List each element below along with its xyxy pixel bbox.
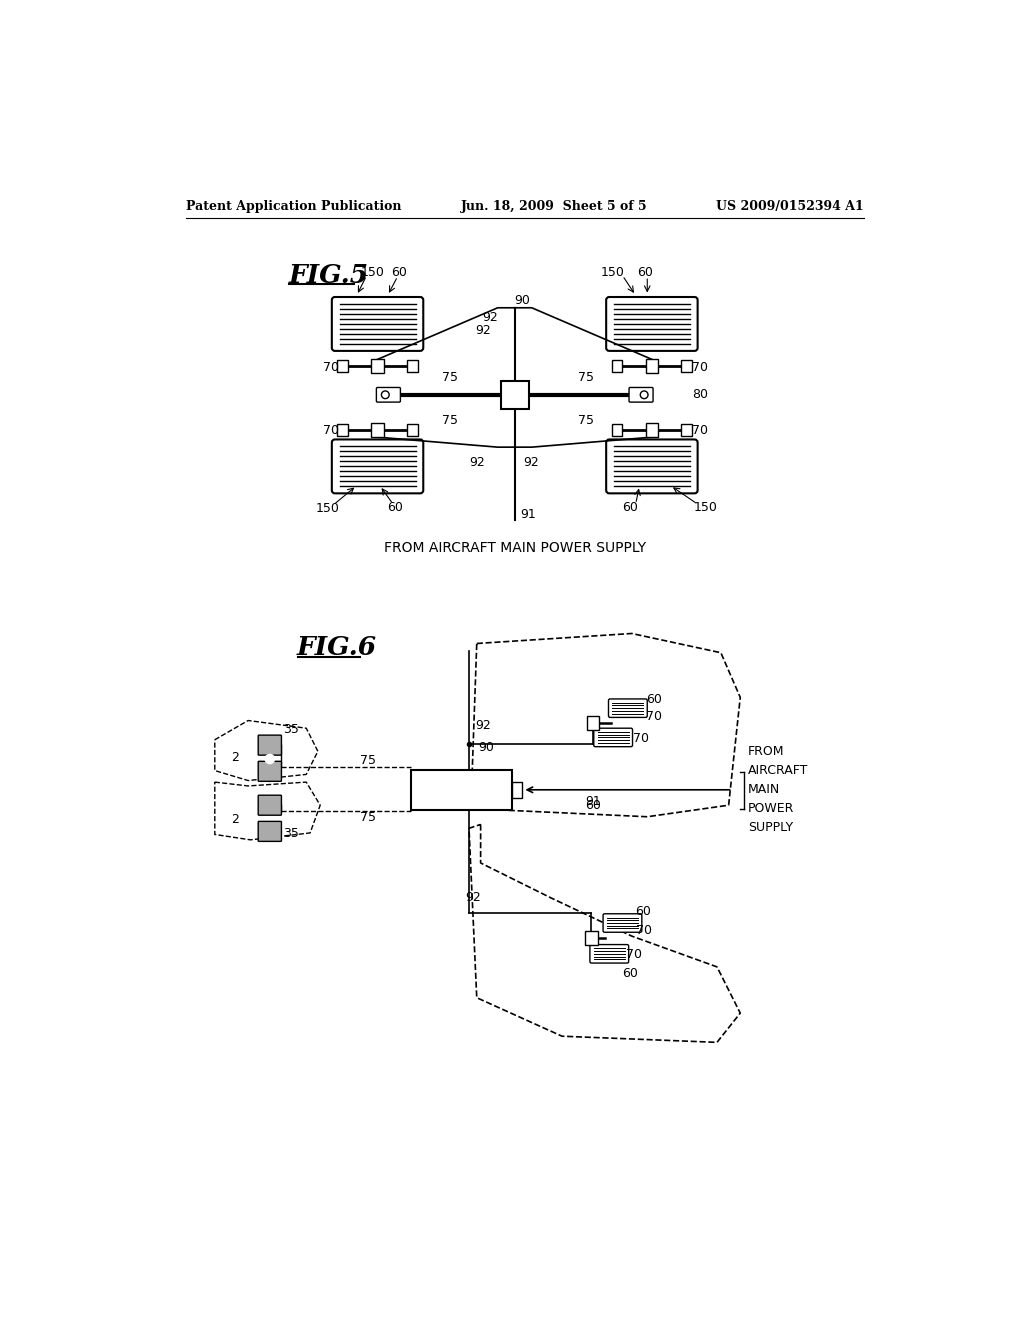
Text: 92: 92: [475, 719, 490, 733]
Bar: [372, 424, 384, 437]
Text: 150: 150: [600, 265, 625, 279]
FancyBboxPatch shape: [590, 945, 629, 964]
Bar: [587, 715, 599, 730]
Text: 60: 60: [586, 799, 601, 812]
Text: FIG.6: FIG.6: [297, 635, 377, 660]
Text: FROM
AIRCRAFT
MAIN
POWER
SUPPLY: FROM AIRCRAFT MAIN POWER SUPPLY: [748, 746, 808, 834]
Text: 90: 90: [478, 741, 495, 754]
Bar: [611, 360, 623, 372]
Circle shape: [265, 755, 274, 763]
Text: Patent Application Publication: Patent Application Publication: [186, 199, 401, 213]
Text: 60: 60: [623, 502, 638, 515]
Text: 70: 70: [626, 948, 642, 961]
Text: 2: 2: [231, 813, 239, 825]
Text: 60: 60: [646, 693, 662, 706]
Text: 70: 70: [323, 424, 339, 437]
Text: 70: 70: [646, 710, 662, 723]
Text: 70: 70: [692, 424, 709, 437]
FancyBboxPatch shape: [332, 297, 423, 351]
Text: 80: 80: [692, 388, 709, 401]
Text: 75: 75: [360, 810, 376, 824]
FancyBboxPatch shape: [606, 440, 697, 494]
Text: FROM AIRCRAFT MAIN POWER SUPPLY: FROM AIRCRAFT MAIN POWER SUPPLY: [384, 541, 646, 554]
Text: 150: 150: [693, 502, 718, 515]
Text: 70: 70: [323, 360, 339, 374]
Text: 60: 60: [387, 502, 403, 515]
Text: 150: 150: [316, 502, 340, 515]
FancyBboxPatch shape: [258, 735, 282, 755]
Bar: [611, 424, 623, 437]
FancyBboxPatch shape: [332, 440, 423, 494]
Bar: [411, 770, 512, 810]
FancyBboxPatch shape: [377, 388, 400, 403]
FancyBboxPatch shape: [608, 700, 647, 718]
Text: US 2009/0152394 A1: US 2009/0152394 A1: [717, 199, 864, 213]
Text: 60: 60: [637, 265, 653, 279]
Bar: [337, 424, 348, 437]
Text: 60: 60: [636, 906, 651, 917]
Bar: [586, 932, 598, 945]
FancyBboxPatch shape: [594, 729, 633, 747]
Text: 91: 91: [586, 795, 601, 808]
Text: 70: 70: [636, 924, 651, 937]
FancyBboxPatch shape: [258, 795, 282, 816]
Text: 90: 90: [515, 294, 530, 308]
Text: 92: 92: [523, 455, 539, 469]
Bar: [646, 424, 658, 437]
Bar: [681, 360, 692, 372]
FancyBboxPatch shape: [258, 762, 282, 781]
FancyBboxPatch shape: [629, 388, 653, 403]
Bar: [337, 360, 348, 372]
Text: 92: 92: [469, 455, 484, 469]
Text: 92: 92: [465, 891, 481, 904]
Bar: [501, 381, 528, 409]
Text: 75: 75: [578, 371, 594, 384]
Text: 70: 70: [633, 731, 649, 744]
Bar: [681, 424, 692, 437]
Text: 75: 75: [578, 413, 594, 426]
Text: 60: 60: [391, 265, 408, 279]
Text: 2: 2: [231, 751, 239, 764]
Text: 150: 150: [360, 265, 384, 279]
Text: 75: 75: [360, 754, 376, 767]
FancyBboxPatch shape: [258, 821, 282, 841]
Text: 92: 92: [475, 325, 490, 338]
Text: 92: 92: [482, 310, 498, 323]
Bar: [372, 359, 384, 374]
Text: 60: 60: [623, 966, 638, 979]
Text: 75: 75: [441, 371, 458, 384]
Text: 91: 91: [520, 508, 536, 520]
Text: 75: 75: [441, 413, 458, 426]
Text: Jun. 18, 2009  Sheet 5 of 5: Jun. 18, 2009 Sheet 5 of 5: [461, 199, 648, 213]
Bar: [512, 781, 522, 797]
FancyBboxPatch shape: [606, 297, 697, 351]
Bar: [407, 424, 418, 437]
FancyBboxPatch shape: [603, 913, 642, 932]
Text: 35: 35: [283, 828, 299, 841]
Bar: [407, 360, 418, 372]
Bar: [646, 359, 658, 374]
Text: 35: 35: [283, 723, 299, 737]
Text: 70: 70: [692, 360, 709, 374]
Text: FIG.5: FIG.5: [289, 263, 369, 288]
